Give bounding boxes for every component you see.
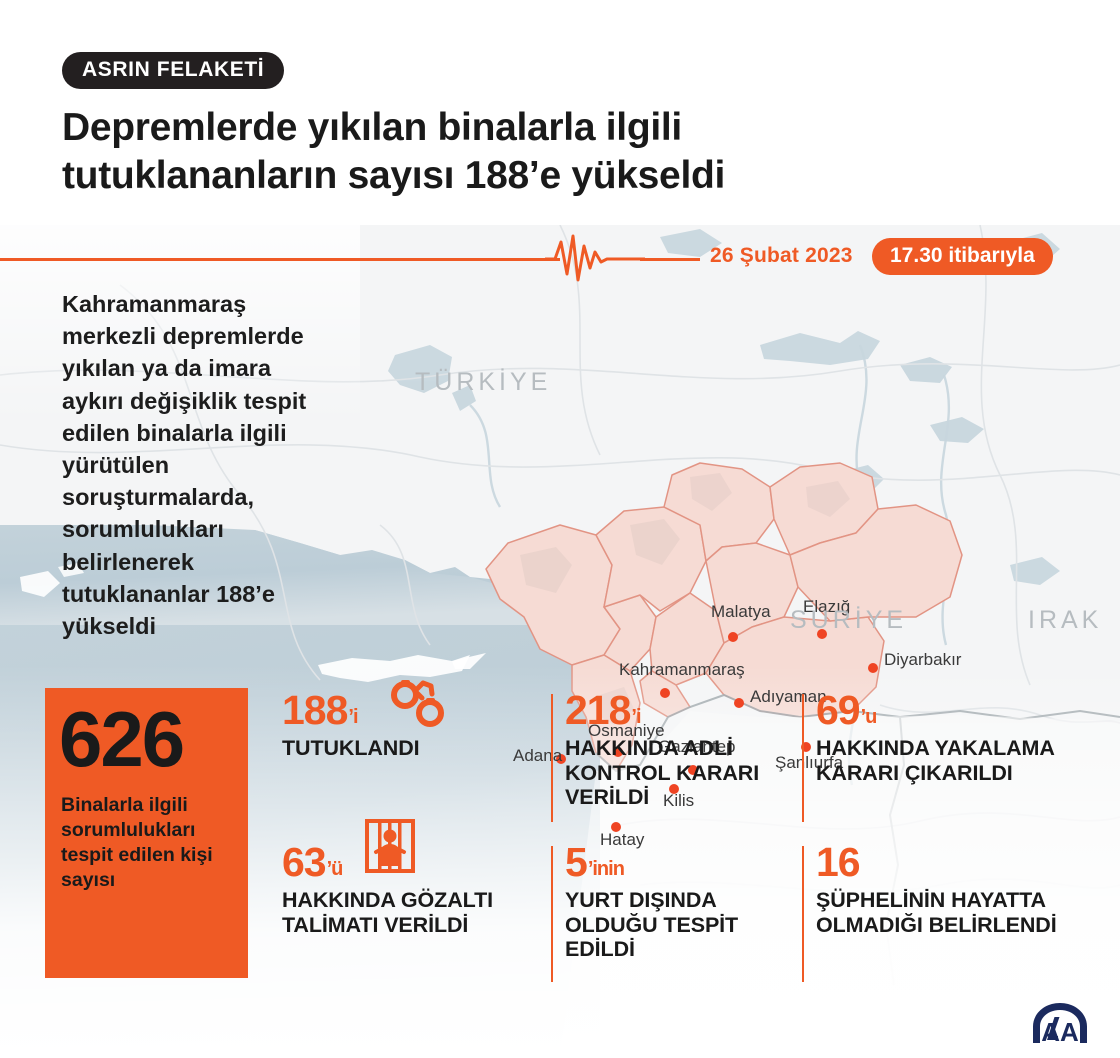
city-label: Gaziantep [658, 737, 736, 756]
country-label: TÜRKİYE [415, 367, 551, 396]
stats-section: 626 Binalarla ilgili sorumlulukları tesp… [0, 676, 1120, 1006]
page-title: Depremlerde yıkılan binalarla ilgili tut… [62, 104, 1062, 199]
prisoner-behind-bars-icon [365, 819, 415, 873]
stat-number-row: 5 ’inin [565, 842, 810, 883]
city-label: Adana [513, 746, 563, 765]
stat-label: HAKKINDA YAKALAMA KARARI ÇIKARILDI [816, 736, 1054, 785]
country-label: SURİYE [790, 605, 907, 634]
stat-label: HAKKINDA ADLİ KONTROL KARARI VERİLDİ [565, 736, 760, 809]
stat-suffix: ’u [860, 706, 878, 728]
city-dot [734, 698, 744, 708]
city-label: Elazığ [803, 597, 850, 616]
rule-right [640, 258, 700, 261]
stat-item-188: 188 ’i TUTUKLANDI [282, 680, 512, 761]
stat-number: 218 [565, 687, 631, 733]
city-dot [611, 822, 621, 832]
stat-number: 16 [816, 839, 861, 885]
city-label: Malatya [711, 602, 771, 621]
city-label: Adıyaman [750, 687, 827, 706]
stat-item-69: 69 ’u HAKKINDA YAKALAMA KARARI ÇIKARILDI [802, 690, 1078, 830]
feature-stat-caption: Binalarla ilgili sorumlulukları tespit e… [61, 794, 213, 891]
city-label: Kahramanmaraş [619, 660, 745, 679]
city-dot [556, 754, 566, 764]
stat-item-16: 16 ŞÜPHELİNİN HAYATTA OLMADIĞI BELİRLEND… [802, 842, 1078, 990]
date-bar: 26 Şubat 2023 17.30 itibarıyla [0, 234, 1120, 282]
stat-label: HAKKINDA GÖZALTI TALİMATI VERİLDİ [282, 888, 493, 937]
city-label: Kilis [663, 791, 694, 810]
stat-suffix: ’i [348, 706, 358, 728]
city-label: Osmaniye [588, 721, 665, 740]
stat-number-row: 218 ’i [565, 690, 810, 731]
stat-number-row: 16 [816, 842, 1078, 883]
stat-accent-bar [802, 846, 804, 982]
city-dot [660, 688, 670, 698]
handcuffs-icon [391, 680, 444, 727]
stat-label: YURT DIŞINDA OLDUĞU TESPİT EDİLDİ [565, 888, 739, 961]
stat-number: 69 [816, 687, 861, 733]
stat-accent-bar [802, 694, 804, 822]
city-dot [613, 747, 623, 757]
city-dot [728, 632, 738, 642]
rule-left [0, 258, 560, 261]
city-dot [817, 629, 827, 639]
stat-number-row: 188 ’i [282, 680, 512, 733]
seismograph-icon [545, 234, 645, 282]
stat-number: 5 [565, 839, 588, 885]
stat-item-218: 218 ’i HAKKINDA ADLİ KONTROL KARARI VERİ… [551, 690, 810, 830]
stat-suffix: ’ü [326, 858, 344, 880]
date-label: 26 Şubat 2023 [710, 244, 853, 267]
stat-suffix: ’i [631, 706, 641, 728]
stat-label: ŞÜPHELİNİN HAYATTA OLMADIĞI BELİRLENDİ [816, 888, 1057, 937]
city-dot [688, 765, 698, 775]
city-label: Şanlıurfa [775, 753, 844, 772]
stat-number: 63 [282, 839, 327, 885]
city-label: Hatay [600, 830, 645, 849]
city-dot [669, 784, 679, 794]
stat-suffix: ’inin [587, 858, 625, 880]
stat-number-row: 63 ’ü [282, 819, 534, 885]
headline-line-1: Depremlerde yıkılan binalarla ilgili [62, 106, 682, 149]
headline-line-2: tutuklananların sayısı 188’e yükseldi [62, 153, 726, 197]
stat-accent-bar [551, 846, 553, 982]
city-label: Diyarbakır [884, 650, 962, 669]
stat-number: 188 [282, 687, 348, 733]
svg-text:AA: AA [1041, 1017, 1079, 1046]
category-badge: ASRIN FELAKETİ [62, 52, 285, 89]
stat-item-5: 5 ’inin YURT DIŞINDA OLDUĞU TESPİT EDİLD… [551, 842, 810, 990]
stat-item-63: 63 ’ü HAKKINDA GÖZALTI TALİMATI VERİLDİ [282, 819, 534, 937]
stat-accent-bar [551, 694, 553, 822]
stat-label: TUTUKLANDI [282, 736, 420, 760]
stat-number-row: 69 ’u [816, 690, 1078, 731]
time-pill: 17.30 itibarıyla [872, 238, 1053, 275]
feature-stat-box: 626 Binalarla ilgili sorumlulukları tesp… [45, 688, 248, 978]
feature-stat-number: 626 [59, 695, 185, 783]
intro-paragraph: Kahramanmaraş merkezli depremlerde yıkıl… [62, 291, 307, 639]
anadolu-agency-aa-logo: AA [1033, 1003, 1087, 1046]
city-dot [868, 663, 878, 673]
header: ASRIN FELAKETİ Depremlerde yıkılan binal… [0, 0, 1120, 225]
country-label: IRAK [1028, 606, 1102, 634]
